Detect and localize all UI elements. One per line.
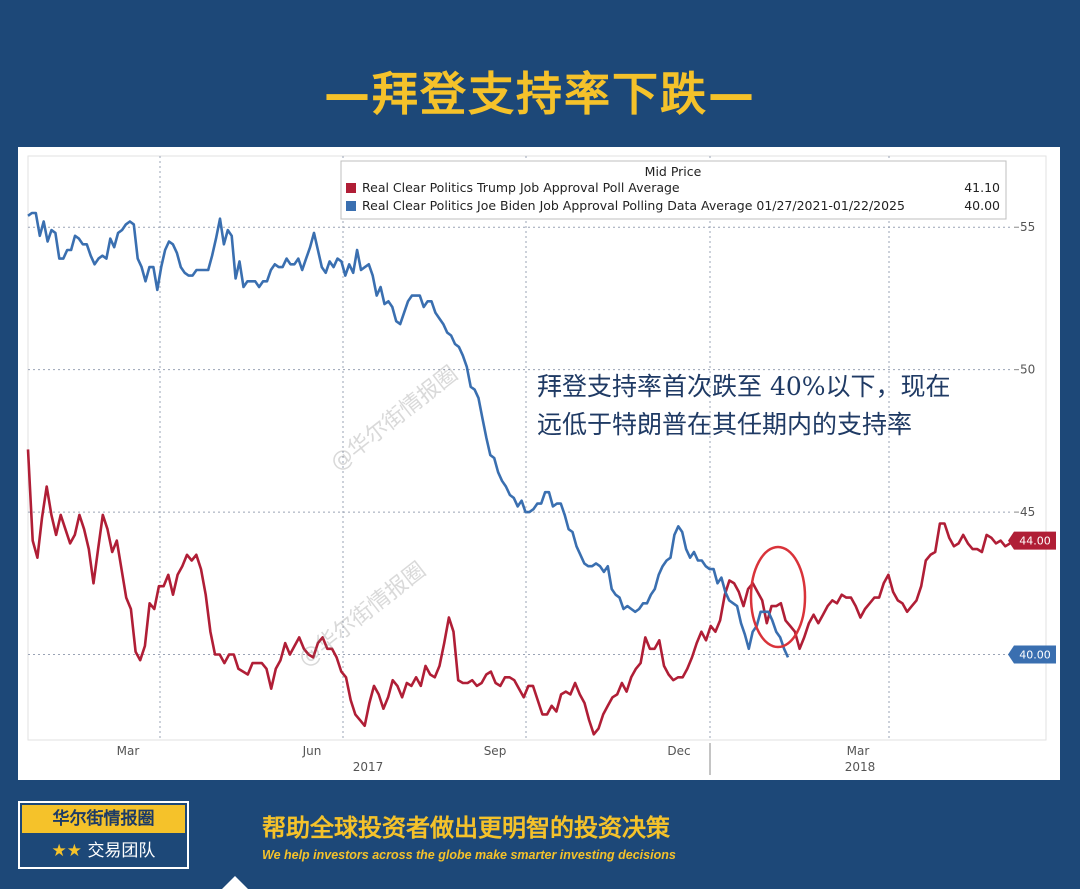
plot-border — [27, 155, 1047, 741]
year-label: 2017 — [353, 760, 384, 774]
x-tick-label: Jun — [302, 744, 322, 758]
legend-box: Mid Price Real Clear Politics Trump Job … — [340, 160, 1007, 220]
chart-background — [20, 149, 1058, 778]
legend-title: Mid Price — [645, 164, 702, 179]
star-icon: ★★ — [51, 841, 83, 861]
end-label-trump: 44.00 — [1008, 531, 1056, 550]
legend-label-trump: Real Clear Politics Trump Job Approval P… — [362, 180, 680, 195]
x-tick-label: Dec — [667, 744, 690, 758]
y-tick-label: 55 — [1020, 220, 1035, 234]
legend-label-biden: Real Clear Politics Joe Biden Job Approv… — [362, 198, 905, 213]
chart-frame: 55 50 45 Mar Jun Sep Dec Mar 2017 2018 44.00 40.0… — [18, 147, 1060, 780]
legend-value-biden: 40.00 — [964, 198, 1000, 213]
pointer-triangle — [222, 876, 248, 889]
team-label: ★★ 交易团队 — [20, 837, 187, 865]
legend-background — [340, 160, 1007, 220]
page-title: —拜登支持率下跌— — [324, 67, 756, 121]
end-label-tag — [1008, 645, 1056, 664]
x-tick-label: Mar — [847, 744, 870, 758]
end-label-tag — [1008, 531, 1056, 550]
gridlines — [28, 156, 1012, 740]
footer-slogan: 帮助全球投资者做出更明智的投资决策 — [262, 814, 670, 842]
line-chart: 55 50 45 Mar Jun Sep Dec Mar 2017 2018 44.00 40.0… — [20, 149, 1058, 778]
x-axis-ticks: Mar Jun Sep Dec Mar 2017 2018 — [117, 743, 876, 775]
series-line-trump — [26, 449, 1011, 736]
team-text: 交易团队 — [87, 841, 156, 861]
x-tick-label: Mar — [117, 744, 140, 758]
end-label-biden: 40.00 — [1008, 645, 1056, 664]
brand-badge: 华尔街情报圈 ★★ 交易团队 — [18, 801, 189, 869]
end-label-text: 44.00 — [1019, 535, 1051, 548]
y-axis-ticks: 55 50 45 — [1014, 220, 1035, 656]
end-label-text: 40.00 — [1019, 649, 1051, 662]
y-tick-label: 45 — [1020, 505, 1035, 519]
chart-annotation: 拜登支持率首次跌至 40%以下，现在 远低于特朗普在其任期内的支持率 — [537, 372, 951, 439]
series-lines — [26, 211, 1011, 736]
legend-swatch-trump — [346, 183, 356, 193]
brand-name: 华尔街情报圈 — [22, 805, 185, 833]
end-value-labels: 44.00 40.00 — [1008, 531, 1056, 664]
series-line-biden — [27, 211, 790, 658]
year-label: 2018 — [845, 760, 876, 774]
legend-value-trump: 41.10 — [964, 180, 1000, 195]
x-tick-label: Sep — [484, 744, 507, 758]
highlight-circle — [749, 545, 807, 649]
footer-tagline: We help investors across the globe make … — [262, 848, 676, 862]
y-tick-label: 50 — [1020, 363, 1035, 377]
legend-swatch-biden — [346, 201, 356, 211]
